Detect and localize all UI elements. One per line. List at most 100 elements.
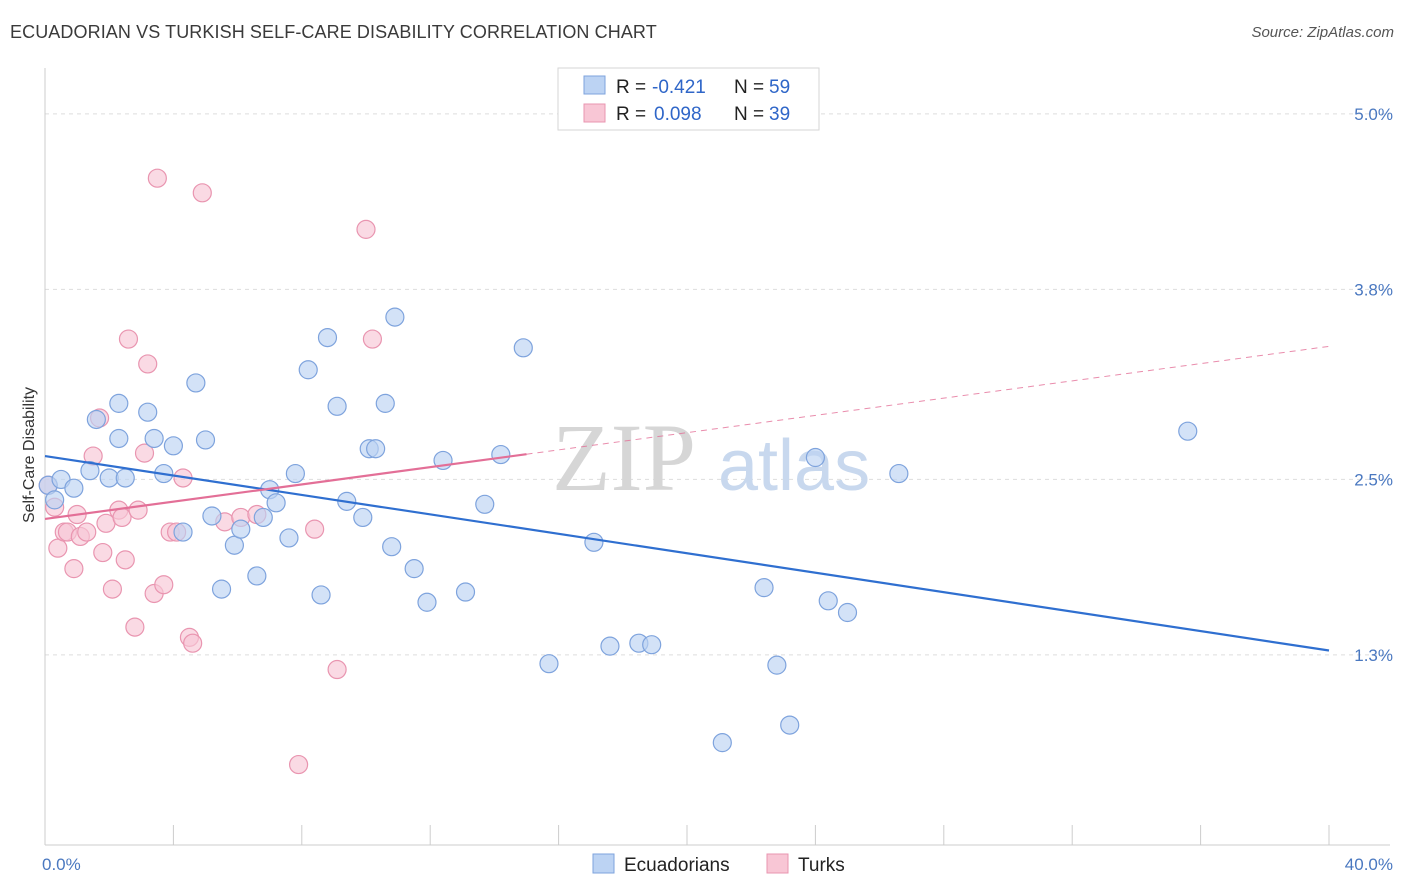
turks-point-13 (102, 579, 123, 599)
turks-point-11 (93, 542, 113, 563)
legend-r-value-1: -0.421 (652, 77, 706, 98)
turks-point-30 (192, 183, 212, 203)
watermark-zip: ZIP (552, 404, 696, 511)
turks-point-16 (115, 550, 135, 570)
turks-trend-line-dashed (526, 345, 1330, 455)
turks-point-37 (356, 219, 376, 239)
ecuadorians-point-55 (818, 591, 838, 611)
legend-n-label-2: N = (734, 104, 764, 125)
ecuadorians-point-35 (375, 393, 395, 413)
ecuadorians-point-22 (253, 507, 273, 528)
legend-n-label-1: N = (734, 77, 764, 98)
grid-lines (45, 113, 1390, 656)
ecuadorians-point-10 (138, 402, 158, 422)
bottom-legend-ecuadorians: Ecuadorians (624, 855, 730, 876)
turks-point-19 (128, 500, 148, 520)
bottom-legend-turks: Turks (798, 855, 845, 876)
turks-point-5 (64, 559, 84, 579)
data-points (38, 168, 1198, 775)
turks-point-2 (48, 538, 68, 558)
legend-r-label-1: R = (616, 77, 646, 98)
ecuadorians-point-7 (109, 428, 129, 449)
ecuadorians-point-26 (285, 463, 305, 484)
turks-point-36 (327, 659, 347, 680)
ecuadorians-point-8 (115, 468, 135, 488)
watermark: ZIP atlas (552, 404, 870, 511)
turks-point-20 (134, 443, 155, 463)
ecuadorians-point-43 (491, 444, 511, 465)
turks-point-24 (154, 575, 174, 595)
ecuadorians-point-36 (382, 537, 402, 557)
ecuadorians-point-14 (173, 522, 193, 542)
turks-point-21 (138, 354, 158, 374)
ecuadorians-point-34 (366, 439, 386, 459)
ecuadorians-point-38 (404, 559, 424, 579)
ecuadorians-point-20 (231, 519, 251, 539)
ecuadorians-point-21 (247, 566, 267, 586)
ecuadorians-point-37 (385, 307, 405, 327)
ecuadorians-point-11 (144, 428, 164, 449)
x-tick-label-1: 40.0% (1345, 855, 1393, 874)
turks-point-38 (362, 329, 383, 349)
legend-swatch-turks (583, 103, 606, 123)
ecuadorians-point-17 (202, 506, 222, 526)
ecuadorians-point-45 (539, 654, 559, 674)
turks-trend-line-solid (44, 453, 527, 521)
turks-point-8 (77, 522, 97, 542)
turks-point-29 (183, 633, 203, 653)
ecuadorians-point-57 (889, 463, 909, 484)
ecuadorians-point-51 (754, 578, 774, 598)
ecuadorians-point-29 (317, 327, 338, 348)
y-tick-label-1: 2.5% (1354, 470, 1393, 489)
turks-point-18 (125, 617, 145, 637)
legend-r-value-2: 0.098 (654, 104, 702, 125)
ecuadorians-point-44 (513, 338, 533, 358)
x-tick-labels: 0.0% 40.0% (42, 855, 1393, 874)
bottom-legend: Ecuadorians Turks (592, 853, 845, 876)
legend-r-label-2: R = (616, 104, 646, 125)
ecuadorians-point-46 (584, 532, 604, 552)
ecuadorians-point-9 (109, 393, 129, 413)
ecuadorians-point-3 (64, 478, 84, 498)
chart-title: ECUADORIAN VS TURKISH SELF-CARE DISABILI… (10, 22, 657, 42)
ecuadorians-point-25 (279, 528, 299, 548)
ecuadorians-point-52 (767, 655, 787, 675)
ecuadorians-point-6 (99, 468, 119, 488)
bottom-legend-swatch-ecuadorians (592, 853, 615, 874)
ecuadorians-point-13 (163, 436, 183, 456)
y-tick-labels: 1.3% 2.5% 3.8% 5.0% (1354, 105, 1393, 665)
ecuadorians-point-32 (353, 507, 373, 528)
legend-swatch-ecuadorians (583, 75, 606, 95)
ecuadorians-trend-line (44, 454, 1330, 652)
x-tick-label-0: 0.0% (42, 855, 81, 874)
bottom-legend-swatch-turks (766, 853, 789, 874)
ecuadorians-point-19 (224, 535, 244, 555)
ecuadorians-point-49 (642, 635, 662, 655)
ecuadorians-point-28 (311, 585, 331, 605)
turks-point-35 (305, 519, 325, 539)
legend-n-value-1: 59 (769, 77, 790, 98)
y-tick-label-2: 3.8% (1354, 280, 1393, 299)
ecuadorians-point-4 (80, 461, 100, 481)
turks-point-34 (288, 754, 309, 775)
ecuadorians-point-1 (45, 490, 65, 510)
ecuadorians-point-5 (86, 409, 106, 430)
ecuadorians-point-54 (805, 447, 826, 468)
ecuadorians-point-15 (186, 373, 206, 393)
source-label: Source: ZipAtlas.com (1251, 24, 1394, 41)
trend-lines (44, 345, 1330, 652)
ecuadorians-point-39 (417, 592, 437, 612)
watermark-atlas: atlas (718, 426, 870, 506)
ecuadorians-point-58 (1178, 421, 1198, 441)
ecuadorians-point-47 (600, 636, 620, 656)
turks-point-17 (118, 329, 139, 349)
ecuadorians-point-50 (712, 733, 732, 753)
ecuadorians-point-16 (195, 430, 216, 450)
ecuadorians-point-56 (837, 602, 858, 623)
ecuadorians-point-24 (266, 493, 286, 513)
y-tick-label-0: 1.3% (1354, 646, 1393, 665)
y-axis-label: Self-Care Disability (21, 387, 38, 523)
turks-point-15 (112, 507, 132, 528)
y-tick-label-3: 5.0% (1354, 105, 1393, 124)
